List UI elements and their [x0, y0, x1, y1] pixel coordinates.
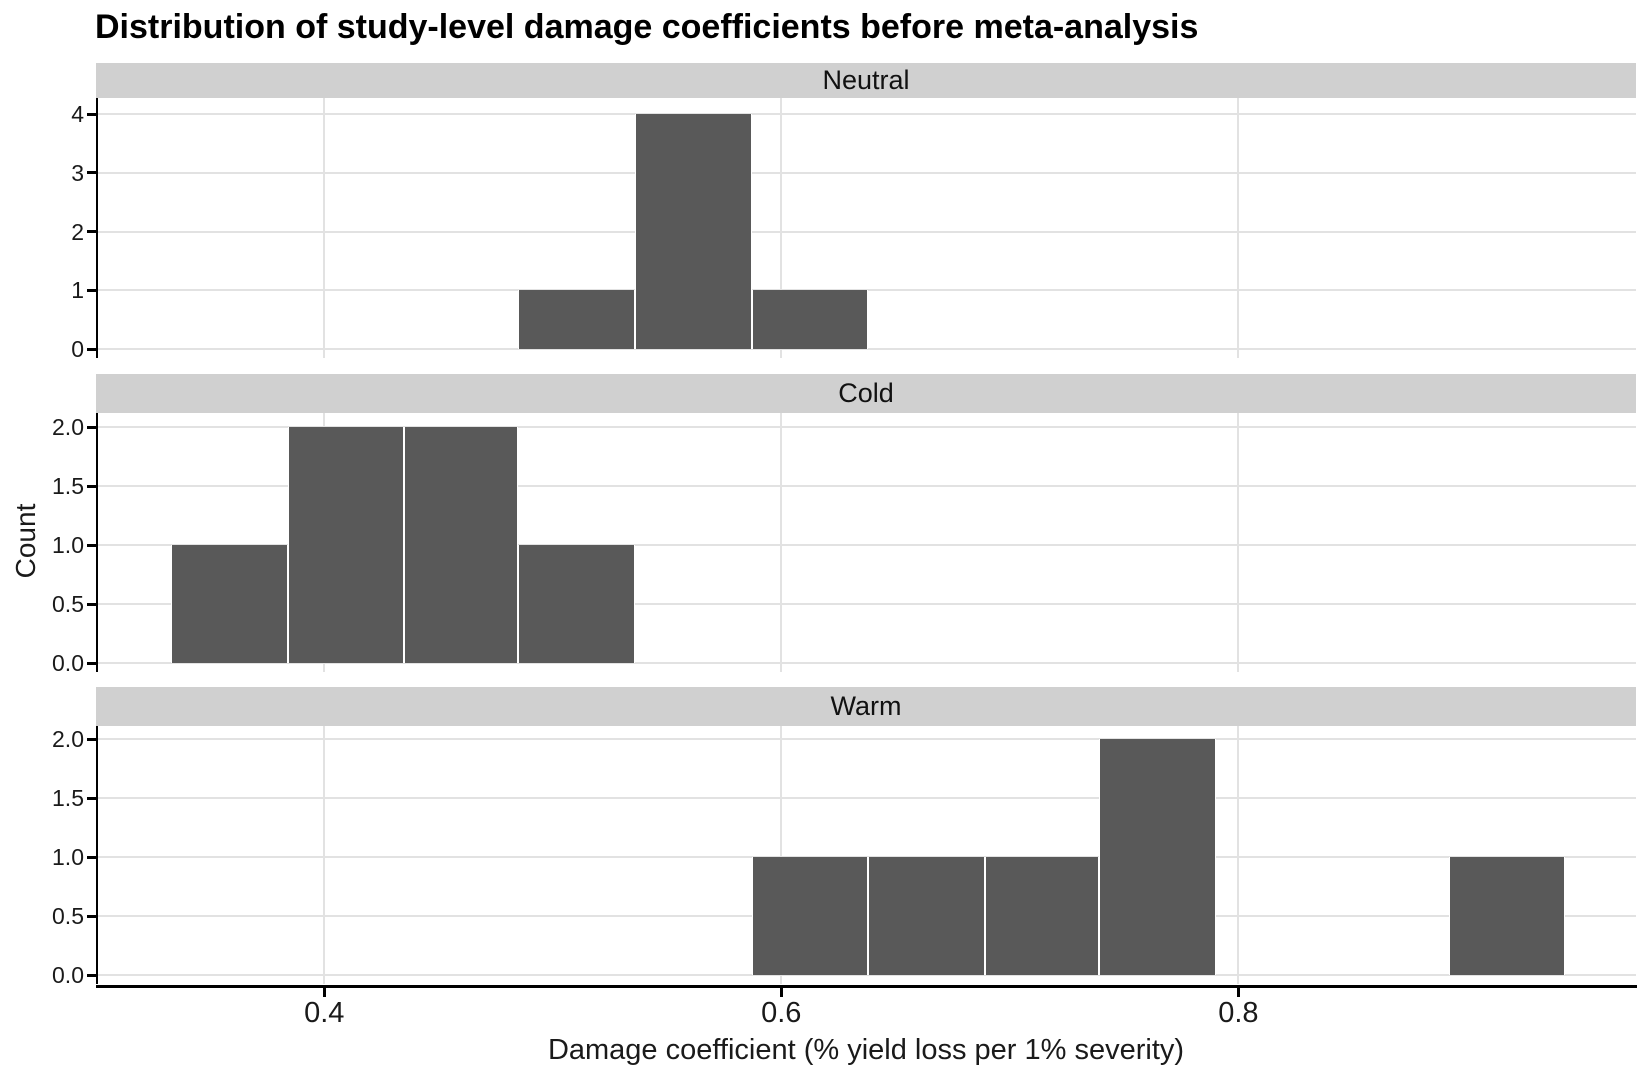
gridline-y-0.5: [98, 603, 1636, 605]
y-axis-tick: [87, 661, 96, 665]
facet-strip-cold: Cold: [96, 374, 1636, 413]
histogram-bar: [751, 290, 869, 349]
gridline-x-0.6: [780, 413, 783, 672]
y-axis-tick: [87, 855, 96, 859]
y-axis-tick: [87, 796, 96, 800]
y-axis-tick: [87, 112, 96, 116]
y-tick-label: 2.0: [52, 414, 84, 440]
x-axis-tick: [1236, 988, 1240, 997]
chart-title: Distribution of study-level damage coeff…: [95, 8, 1199, 46]
histogram-bar: [1448, 857, 1566, 975]
x-tick-label: 0.4: [304, 997, 345, 1029]
y-tick-label: 2.0: [52, 726, 84, 752]
histogram-bar: [1098, 739, 1216, 975]
x-axis-title: Damage coefficient (% yield loss per 1% …: [547, 1034, 1185, 1066]
y-axis-tick: [87, 914, 96, 918]
gridline-y-2: [98, 230, 1636, 233]
facet-strip-neutral: Neutral: [96, 63, 1636, 98]
histogram-bar: [868, 857, 985, 975]
y-axis-tick: [87, 230, 96, 233]
y-axis-tick: [87, 602, 96, 606]
panel-neutral: [96, 98, 1636, 358]
facet-strip-label: Cold: [838, 378, 894, 408]
x-tick-label: 0.8: [1218, 997, 1259, 1029]
x-axis-tick: [322, 988, 326, 997]
facet-strip-label: Warm: [830, 691, 902, 721]
gridline-x-0.4: [323, 98, 326, 358]
histogram-bar: [635, 114, 752, 349]
y-tick-label: 0: [71, 336, 84, 362]
gridline-y-0: [98, 974, 1636, 976]
histogram-bar: [751, 857, 869, 975]
gridline-y-0: [98, 348, 1636, 350]
y-tick-label: 0.0: [52, 650, 84, 676]
gridline-y-0: [98, 662, 1636, 664]
gridline-y-2: [98, 738, 1636, 740]
y-tick-label: 1: [71, 277, 84, 304]
panel-cold: [96, 413, 1636, 672]
gridline-x-0.4: [323, 726, 326, 984]
x-tick-label: 0.6: [761, 997, 802, 1029]
y-axis-tick: [87, 543, 96, 547]
gridline-y-4: [98, 113, 1636, 115]
gridline-y-2: [98, 426, 1636, 428]
x-axis-line: [96, 985, 1637, 988]
gridline-x-0.8: [1237, 726, 1240, 984]
y-axis-tick: [87, 425, 96, 429]
y-axis-tick: [87, 347, 96, 351]
gridline-x-0.8: [1237, 413, 1240, 672]
y-tick-label: 4: [71, 101, 84, 127]
gridline-y-1.5: [98, 797, 1636, 799]
panel-warm: [96, 726, 1636, 984]
y-tick-label: 1.0: [52, 844, 84, 870]
y-axis-tick: [87, 171, 96, 175]
y-tick-label: 1.5: [52, 785, 84, 811]
y-axis-tick: [87, 737, 96, 741]
y-tick-label: 1.5: [52, 473, 84, 499]
facet-strip-warm: Warm: [96, 687, 1636, 726]
gridline-y-1: [98, 544, 1636, 546]
y-axis-tick: [87, 484, 96, 488]
y-tick-label: 0.0: [52, 962, 84, 988]
facet-strip-label: Neutral: [822, 65, 910, 95]
y-tick-label: 2: [71, 218, 84, 245]
y-tick-label: 0.5: [52, 591, 84, 617]
x-axis-tick: [779, 988, 783, 997]
gridline-y-3: [98, 171, 1636, 174]
histogram-bar: [518, 290, 636, 349]
gridline-y-1.5: [98, 485, 1636, 487]
histogram-bar: [518, 545, 636, 663]
y-axis-tick: [87, 973, 96, 977]
gridline-x-0.8: [1237, 98, 1240, 358]
gridline-x-0.6: [780, 726, 783, 984]
histogram-bar: [171, 545, 288, 663]
histogram-bar: [404, 427, 519, 663]
y-tick-label: 3: [71, 159, 84, 186]
gridline-x-0.6: [780, 98, 783, 358]
y-tick-label: 0.5: [52, 903, 84, 929]
y-axis-tick: [87, 288, 96, 292]
histogram-bar: [287, 427, 405, 663]
y-tick-label: 1.0: [52, 532, 84, 558]
histogram-bar: [984, 857, 1099, 975]
